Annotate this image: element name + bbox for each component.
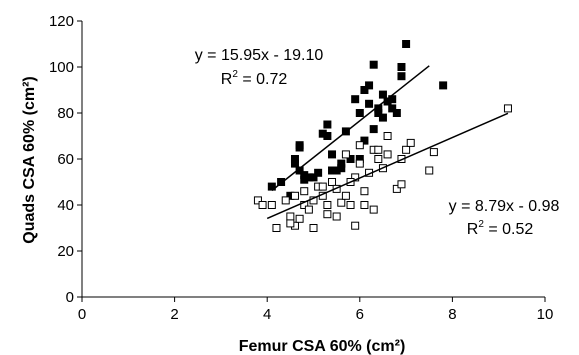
data-point-open (429, 148, 438, 157)
y-axis-title: Quads CSA 60% (cm²) (21, 76, 38, 243)
data-point-open (267, 201, 276, 209)
data-point-open (406, 138, 415, 147)
data-point-open (397, 180, 406, 189)
data-point-filled (397, 72, 406, 81)
data-point-open (341, 150, 350, 159)
data-point-open (318, 182, 327, 191)
x-tick-label: 8 (448, 306, 456, 323)
data-point-open (286, 212, 295, 221)
y-tick-label: 20 (57, 243, 74, 260)
r2-superscript-filled: 2 (232, 69, 238, 80)
fit-equation-filled: y = 15.95x - 19.10 (195, 47, 324, 64)
data-point-open (323, 210, 332, 219)
data-point-filled (360, 86, 369, 94)
data-point-filled (295, 141, 304, 150)
data-point-filled (365, 99, 374, 108)
x-tick-label: 10 (537, 306, 554, 323)
data-point-filled (402, 40, 411, 48)
data-point-filled (360, 136, 369, 145)
data-point-filled (314, 168, 323, 177)
data-point-filled (397, 63, 406, 71)
x-tick-label: 4 (263, 306, 271, 323)
data-point-filled (369, 60, 378, 69)
x-axis-title: Femur CSA 60% (cm²) (239, 338, 406, 355)
trend-line-open (266, 112, 509, 220)
data-point-filled (439, 81, 448, 90)
data-point-open (304, 205, 313, 214)
data-point-open (369, 205, 378, 214)
data-point-open (253, 196, 262, 205)
data-point-open (383, 132, 392, 140)
data-point-open (355, 141, 364, 150)
y-tick-label: 60 (57, 151, 74, 168)
data-point-filled (290, 155, 299, 163)
data-point-open (503, 104, 512, 113)
x-tick-label: 0 (78, 306, 86, 323)
data-point-filled (378, 90, 387, 99)
r2-label-open: R (467, 221, 479, 238)
data-point-open (355, 159, 364, 168)
r2-label-filled: R (221, 71, 233, 88)
data-point-open (341, 191, 350, 200)
fit-r2-open: R2 = 0.52 (467, 219, 534, 238)
data-point-open (281, 196, 290, 205)
data-point-filled (369, 125, 378, 134)
data-point-filled (346, 155, 355, 163)
data-point-filled (355, 109, 364, 117)
data-point-filled (388, 104, 397, 113)
plot-marks (253, 40, 512, 232)
data-point-open (360, 201, 369, 209)
data-point-filled (323, 132, 332, 140)
data-point-open (272, 224, 281, 232)
data-point-open (337, 198, 346, 207)
data-point-filled (337, 159, 346, 168)
r2-value-filled: = 0.72 (238, 71, 287, 88)
data-point-open (374, 155, 383, 163)
data-point-open (402, 145, 411, 154)
r2-value-open: = 0.52 (484, 221, 533, 238)
y-tick-label: 40 (57, 197, 74, 214)
data-point-open (286, 219, 295, 228)
fit-equation-open: y = 8.79x - 0.98 (449, 198, 560, 215)
data-point-open (290, 191, 299, 200)
data-point-open (351, 221, 360, 230)
x-tick-label: 2 (170, 306, 178, 323)
data-point-open (328, 178, 337, 186)
data-point-filled (277, 178, 286, 186)
data-point-open (295, 214, 304, 223)
y-tick-label: 100 (49, 59, 74, 76)
data-point-open (383, 150, 392, 159)
y-tick-label: 0 (66, 289, 74, 306)
fit-r2-filled: R2 = 0.72 (221, 69, 288, 88)
data-point-open (346, 201, 355, 209)
r2-superscript-open: 2 (478, 219, 484, 230)
data-point-filled (378, 113, 387, 122)
data-point-open (392, 184, 401, 193)
data-point-filled (392, 109, 401, 117)
data-point-filled (351, 95, 360, 104)
trend-line-filled (271, 65, 430, 192)
data-point-filled (323, 120, 332, 129)
x-tick-label: 6 (356, 306, 364, 323)
data-point-open (258, 201, 267, 209)
data-point-open (351, 173, 360, 182)
data-point-open (300, 187, 309, 196)
y-tick-label: 120 (49, 13, 74, 30)
data-point-open (360, 187, 369, 196)
y-tick-label: 80 (57, 105, 74, 122)
data-point-open (309, 224, 318, 232)
data-point-open (332, 212, 341, 221)
data-point-open (374, 145, 383, 154)
data-point-filled (328, 150, 337, 159)
data-point-filled (365, 81, 374, 90)
data-point-filled (309, 173, 318, 182)
data-point-open (323, 201, 332, 209)
data-point-open (425, 166, 434, 175)
